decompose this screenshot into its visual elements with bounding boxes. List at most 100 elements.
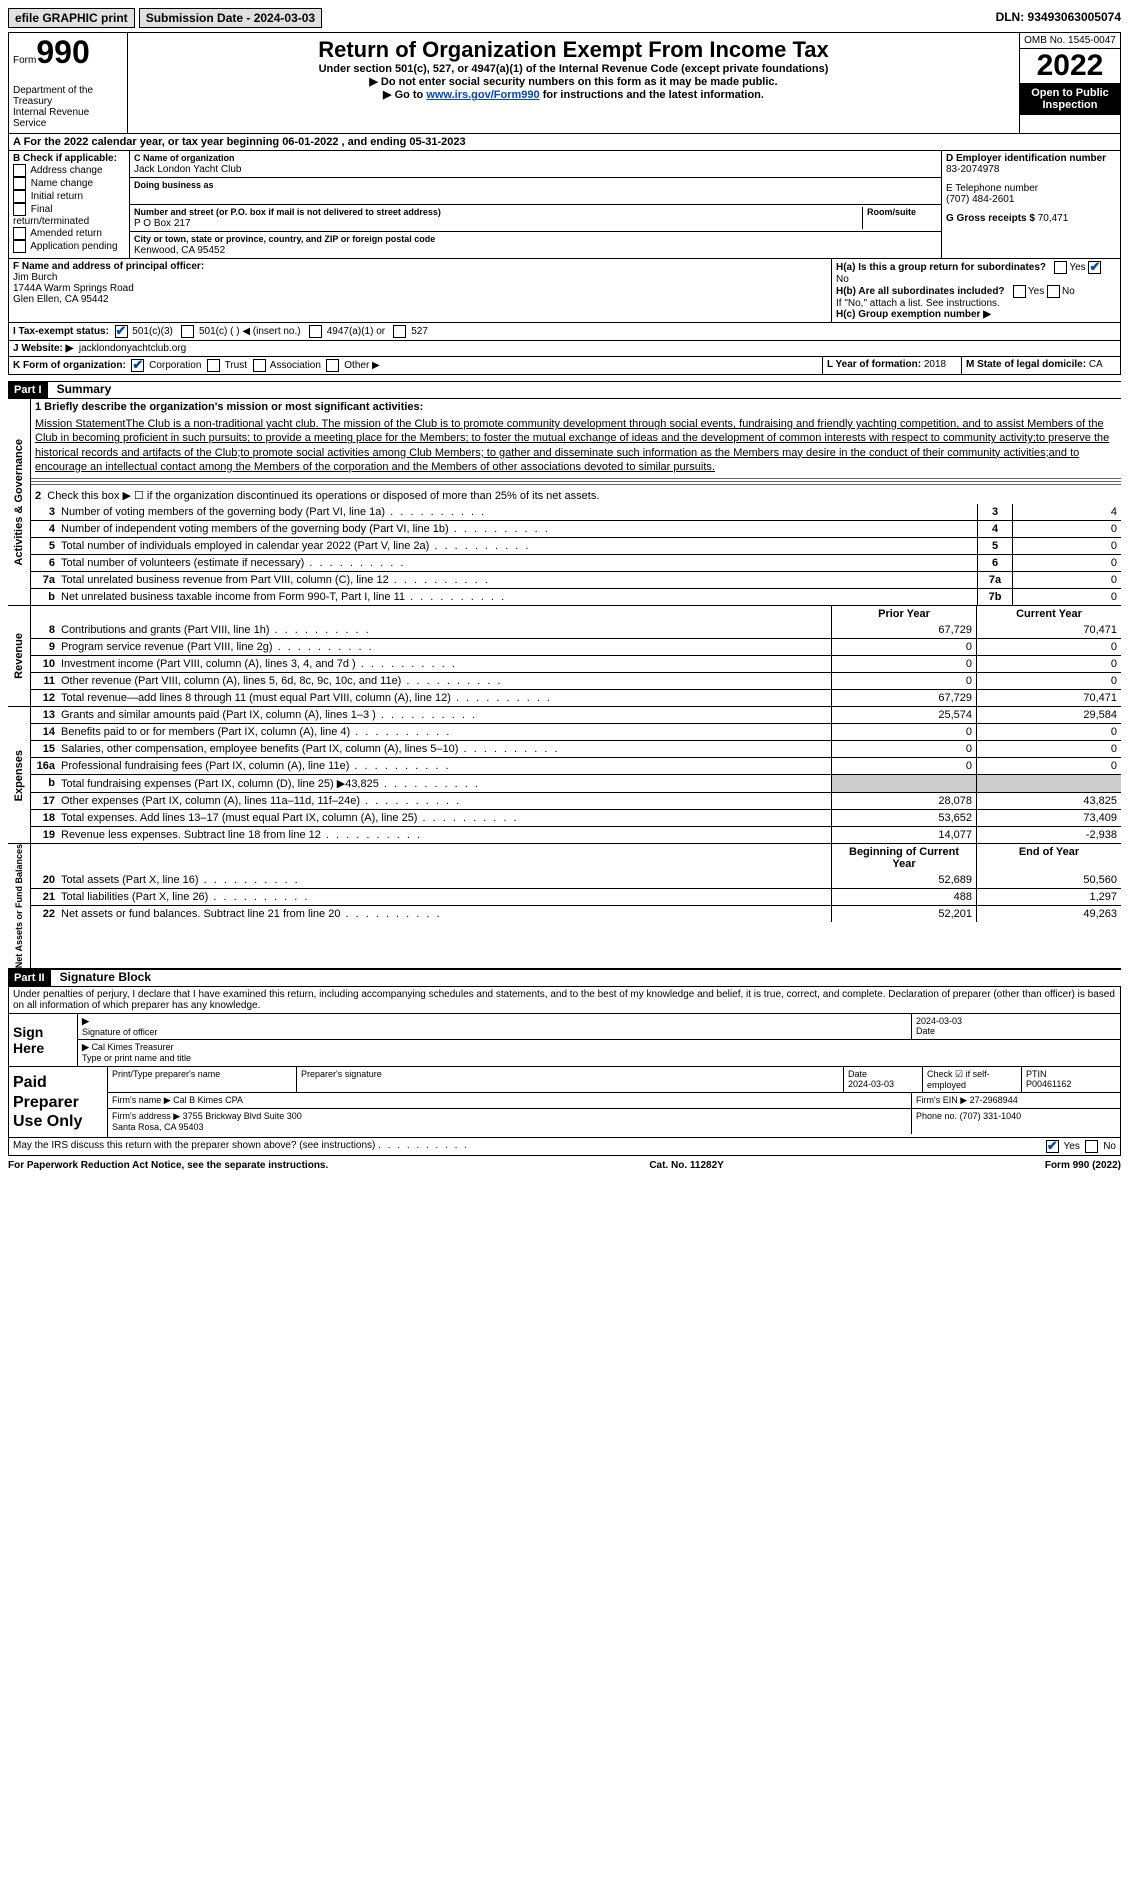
cb-trust[interactable] bbox=[207, 359, 220, 372]
discuss-yes[interactable] bbox=[1046, 1140, 1059, 1153]
cb-application[interactable] bbox=[13, 240, 26, 253]
officer-name: Jim Burch bbox=[13, 272, 57, 283]
line-box: 3 bbox=[977, 504, 1012, 520]
current-year-val: 0 bbox=[976, 741, 1121, 757]
line-num: b bbox=[31, 775, 57, 792]
g-lbl: G Gross receipts $ bbox=[946, 213, 1035, 224]
line-desc: Salaries, other compensation, employee b… bbox=[57, 741, 831, 757]
street-lbl: Number and street (or P.O. box if mail i… bbox=[134, 207, 441, 217]
cb-527[interactable] bbox=[393, 325, 406, 338]
line-num: 4 bbox=[31, 521, 57, 537]
discuss-text: May the IRS discuss this return with the… bbox=[13, 1140, 1046, 1153]
cb-address-change[interactable] bbox=[13, 164, 26, 177]
k-lbl: K Form of organization: bbox=[13, 360, 126, 371]
line-num: 15 bbox=[31, 741, 57, 757]
prior-year-val bbox=[831, 775, 976, 792]
line-desc: Investment income (Part VIII, column (A)… bbox=[57, 656, 831, 672]
omb-number: OMB No. 1545-0047 bbox=[1020, 33, 1120, 49]
form-label: Form bbox=[13, 55, 36, 66]
prior-year-val: 0 bbox=[831, 639, 976, 655]
line-num: 20 bbox=[31, 872, 57, 888]
street-val: P O Box 217 bbox=[134, 218, 191, 229]
hdr-prior-year: Prior Year bbox=[831, 606, 976, 622]
officer-addr2: Glen Ellen, CA 95442 bbox=[13, 294, 109, 305]
current-year-val: 43,825 bbox=[976, 793, 1121, 809]
note2-post: for instructions and the latest informat… bbox=[540, 89, 764, 101]
line-desc: Number of voting members of the governin… bbox=[57, 504, 977, 520]
irs-link[interactable]: www.irs.gov/Form990 bbox=[426, 89, 539, 101]
sign-here: Sign Here bbox=[9, 1014, 78, 1066]
dln: DLN: 93493063005074 bbox=[996, 8, 1121, 28]
line-val: 0 bbox=[1012, 538, 1121, 554]
cb-501c3[interactable] bbox=[115, 325, 128, 338]
prior-year-val: 0 bbox=[831, 724, 976, 740]
submission-btn: Submission Date - 2024-03-03 bbox=[139, 8, 322, 28]
current-year-val: 0 bbox=[976, 724, 1121, 740]
line-desc: Total revenue—add lines 8 through 11 (mu… bbox=[57, 690, 831, 706]
phone: (707) 484-2601 bbox=[946, 194, 1014, 205]
ha-yes[interactable] bbox=[1054, 261, 1067, 274]
i-lbl: I Tax-exempt status: bbox=[13, 326, 109, 337]
prior-year-val: 0 bbox=[831, 673, 976, 689]
current-year-val bbox=[976, 775, 1121, 792]
cb-final-return[interactable] bbox=[13, 203, 26, 216]
line-desc: Total fundraising expenses (Part IX, col… bbox=[57, 775, 831, 792]
form-subtitle: Under section 501(c), 527, or 4947(a)(1)… bbox=[132, 63, 1015, 75]
line-desc: Grants and similar amounts paid (Part IX… bbox=[57, 707, 831, 723]
year-formation: 2018 bbox=[924, 359, 946, 370]
efile-btn: efile GRAPHIC print bbox=[8, 8, 135, 28]
discuss-no[interactable] bbox=[1085, 1140, 1098, 1153]
line2: Check this box ▶ ☐ if the organization d… bbox=[47, 490, 599, 502]
line-desc: Total number of volunteers (estimate if … bbox=[57, 555, 977, 571]
line-num: 5 bbox=[31, 538, 57, 554]
paperwork-notice: For Paperwork Reduction Act Notice, see … bbox=[8, 1160, 328, 1171]
line-num: 22 bbox=[31, 906, 57, 922]
e-lbl: E Telephone number bbox=[946, 183, 1038, 194]
line-val: 0 bbox=[1012, 521, 1121, 537]
cb-501c[interactable] bbox=[181, 325, 194, 338]
cb-name-change[interactable] bbox=[13, 177, 26, 190]
tax-year-row: A For the 2022 calendar year, or tax yea… bbox=[9, 134, 1120, 151]
paid-preparer: Paid Preparer Use Only bbox=[9, 1067, 108, 1137]
line-num: 12 bbox=[31, 690, 57, 706]
hb-no[interactable] bbox=[1047, 285, 1060, 298]
hdr-current-year: Current Year bbox=[976, 606, 1121, 622]
m-lbl: M State of legal domicile: bbox=[966, 359, 1086, 370]
sig-name-lbl: Type or print name and title bbox=[82, 1053, 191, 1063]
line-desc: Other revenue (Part VIII, column (A), li… bbox=[57, 673, 831, 689]
ein: 83-2074978 bbox=[946, 164, 999, 175]
vert-netassets: Net Assets or Fund Balances bbox=[14, 844, 24, 968]
cb-other[interactable] bbox=[326, 359, 339, 372]
form-container: Form990 Department of the Treasury Inter… bbox=[8, 32, 1121, 375]
prior-year-val: 67,729 bbox=[831, 622, 976, 638]
cb-initial-return[interactable] bbox=[13, 190, 26, 203]
line-box: 7a bbox=[977, 572, 1012, 588]
line-num: 19 bbox=[31, 827, 57, 843]
ha-no[interactable] bbox=[1088, 261, 1101, 274]
line-num: 6 bbox=[31, 555, 57, 571]
part2-title: Signature Block bbox=[54, 970, 151, 984]
dept-treasury: Department of the Treasury Internal Reve… bbox=[13, 85, 123, 129]
line-num: 7a bbox=[31, 572, 57, 588]
prior-year-val: 67,729 bbox=[831, 690, 976, 706]
cb-corp[interactable] bbox=[131, 359, 144, 372]
line-desc: Program service revenue (Part VIII, line… bbox=[57, 639, 831, 655]
line-num: 8 bbox=[31, 622, 57, 638]
vert-revenue: Revenue bbox=[13, 633, 25, 679]
cb-amended[interactable] bbox=[13, 227, 26, 240]
gross-receipts: 70,471 bbox=[1038, 213, 1069, 224]
hb-yes[interactable] bbox=[1013, 285, 1026, 298]
line-desc: Number of independent voting members of … bbox=[57, 521, 977, 537]
tax-year: 2022 bbox=[1020, 49, 1120, 83]
sig-officer-lbl: Signature of officer bbox=[82, 1027, 157, 1037]
d-lbl: D Employer identification number bbox=[946, 153, 1106, 164]
cb-assoc[interactable] bbox=[253, 359, 266, 372]
line-num: 13 bbox=[31, 707, 57, 723]
line-desc: Other expenses (Part IX, column (A), lin… bbox=[57, 793, 831, 809]
current-year-val: 1,297 bbox=[976, 889, 1121, 905]
cb-4947[interactable] bbox=[309, 325, 322, 338]
current-year-val: 0 bbox=[976, 656, 1121, 672]
org-name: Jack London Yacht Club bbox=[134, 164, 241, 175]
hdr-boy: Beginning of Current Year bbox=[831, 844, 976, 872]
prior-year-val: 28,078 bbox=[831, 793, 976, 809]
